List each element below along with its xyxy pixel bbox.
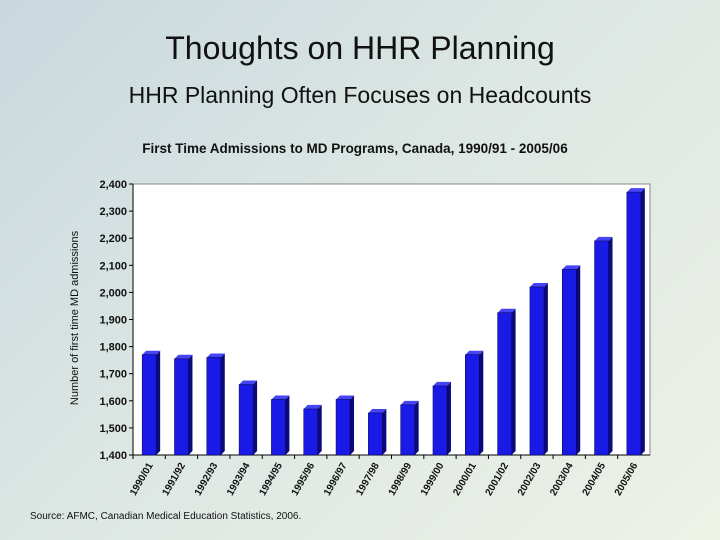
x-tick-label: 1995/96 — [290, 461, 318, 498]
y-axis-label: Number of first time MD admissions — [69, 230, 81, 405]
x-tick-label: 2002/03 — [516, 461, 544, 498]
y-tick-label: 1,500 — [99, 423, 127, 435]
x-tick-label: 1999/00 — [419, 461, 447, 498]
x-tick-label: 2005/06 — [613, 461, 641, 498]
x-tick-label: 2003/04 — [548, 461, 576, 498]
bar-top — [432, 381, 451, 386]
bar-side — [285, 395, 290, 455]
bar-side — [446, 381, 451, 455]
y-tick-label: 1,700 — [99, 369, 127, 381]
bar-side — [156, 350, 161, 455]
x-tick-label: 2000/01 — [451, 461, 479, 498]
bar — [497, 312, 512, 456]
bar — [594, 240, 609, 456]
bar — [561, 269, 577, 456]
bar — [271, 399, 286, 456]
x-tick-label: 2001/02 — [484, 461, 512, 498]
bar-side — [382, 408, 387, 455]
bar — [626, 191, 642, 456]
source-note: Source: AFMC, Canadian Medical Education… — [30, 511, 302, 522]
bar-side — [220, 353, 225, 455]
bar-top — [336, 395, 355, 400]
x-tick-label: 1997/98 — [354, 461, 382, 498]
bar-top — [626, 188, 645, 193]
bar-top — [594, 236, 613, 241]
bar-top — [206, 353, 225, 358]
bar — [303, 408, 318, 456]
bar — [141, 354, 157, 456]
y-tick-label: 1,400 — [99, 450, 127, 462]
bar — [432, 385, 448, 456]
y-tick-label: 2,100 — [99, 260, 127, 272]
x-tick-label: 2004/05 — [581, 461, 609, 498]
x-tick-label: 1996/97 — [322, 461, 350, 498]
bar-top — [562, 265, 581, 270]
slide-subtitle: HHR Planning Often Focuses on Headcounts — [128, 82, 592, 108]
bar-side — [608, 236, 613, 455]
y-tick-label: 2,400 — [99, 179, 127, 191]
x-tick-label: 1994/95 — [257, 461, 285, 498]
slide-title: Thoughts on HHR Planning — [165, 30, 555, 66]
bar — [368, 412, 383, 456]
x-tick-label: 1991/92 — [160, 461, 188, 498]
bar — [465, 354, 480, 456]
bar-side — [317, 404, 322, 455]
bar-side — [479, 350, 484, 455]
bar-top — [142, 350, 161, 355]
bar-side — [350, 395, 355, 455]
x-tick-label: 1998/99 — [387, 461, 415, 498]
bar-top — [303, 404, 322, 409]
bar-side — [640, 188, 645, 455]
y-tick-label: 1,600 — [99, 396, 127, 408]
bar — [206, 357, 222, 456]
bar-side — [414, 400, 419, 455]
bar — [238, 384, 254, 456]
bar-top — [465, 350, 484, 355]
x-tick-label: 1990/01 — [128, 461, 156, 498]
bar-top — [497, 308, 516, 313]
y-tick-label: 2,300 — [99, 206, 127, 218]
bar-side — [253, 380, 258, 455]
bar — [400, 404, 415, 456]
bar-top — [239, 380, 258, 385]
x-tick-label: 1992/93 — [193, 461, 221, 498]
y-tick-label: 1,800 — [99, 342, 127, 354]
y-tick-label: 2,200 — [99, 233, 127, 245]
y-tick-label: 1,900 — [99, 315, 127, 327]
bar-top — [271, 395, 290, 400]
y-tick-label: 2,000 — [99, 287, 127, 299]
chart-title: First Time Admissions to MD Programs, Ca… — [142, 141, 568, 156]
bar — [529, 286, 545, 456]
bar-top — [529, 282, 548, 287]
bar-side — [543, 282, 548, 455]
bar-top — [400, 400, 419, 405]
bar — [335, 399, 351, 456]
bar-side — [576, 265, 581, 455]
bar — [174, 358, 189, 456]
bar-side — [188, 354, 193, 455]
x-tick-label: 1993/94 — [225, 461, 253, 498]
bar-top — [174, 354, 193, 359]
bar-top — [368, 408, 387, 413]
bar-side — [511, 308, 516, 455]
